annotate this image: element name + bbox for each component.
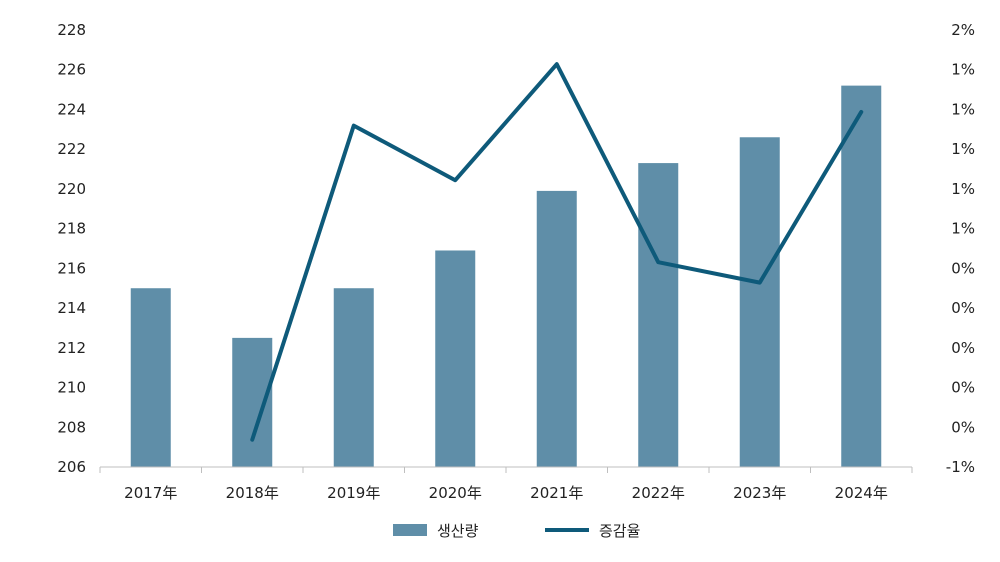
x-axis-tick-label: 2022年 [632, 484, 685, 502]
left-axis-tick-label: 206 [57, 458, 86, 476]
legend-label-bar: 생산량 [437, 522, 479, 540]
right-axis-tick-label: 1% [951, 220, 975, 238]
left-axis-tick-label: 224 [57, 100, 86, 118]
bar [536, 190, 577, 468]
left-axis-tick-label: 210 [57, 379, 86, 397]
left-axis-ticks: 206 208 210 212 214 216 218 220 222 224 226 228 [57, 21, 86, 476]
left-axis-tick-label: 218 [57, 220, 86, 238]
right-axis-tick-label: 0% [951, 259, 975, 277]
bar [739, 137, 780, 467]
left-axis-tick-label: 226 [57, 61, 86, 79]
right-axis-tick-label: 2% [951, 21, 975, 39]
x-axis-tick-label: 2021年 [530, 484, 583, 502]
right-axis-tick-label: 0% [951, 299, 975, 317]
right-axis-tick-label: 0% [951, 339, 975, 357]
left-axis-tick-label: 212 [57, 339, 86, 357]
bar [638, 163, 679, 467]
left-axis-tick-label: 228 [57, 21, 86, 39]
left-axis-tick-label: 208 [57, 418, 86, 436]
legend: 생산량 증감율 [393, 522, 640, 540]
right-axis-tick-label: 0% [951, 418, 975, 436]
growth-rate-line [250, 62, 864, 442]
legend-label-line: 증감율 [599, 522, 640, 540]
right-axis-tick-label: 1% [951, 61, 975, 79]
bar [333, 288, 374, 467]
right-axis-tick-label: 0% [951, 379, 975, 397]
left-axis-tick-label: 222 [57, 140, 86, 158]
bar [130, 288, 171, 467]
x-axis-tick-label: 2024年 [835, 484, 888, 502]
right-axis-ticks: -1% 0% 0% 0% 0% 0% 1% 1% 1% 1% 1% 2% [946, 21, 975, 476]
bar [841, 85, 882, 468]
bar [435, 250, 476, 467]
left-axis-tick-label: 214 [57, 299, 86, 317]
x-axis-tick-label: 2019年 [327, 484, 380, 502]
right-axis-tick-label: 1% [951, 140, 975, 158]
bar-series [130, 85, 882, 468]
line-series [250, 62, 864, 442]
left-axis-tick-label: 220 [57, 180, 86, 198]
right-axis-tick-label: 1% [951, 180, 975, 198]
right-axis-tick-label: 1% [951, 100, 975, 118]
x-axis-tick-label: 2020年 [429, 484, 482, 502]
x-axis-tick-label: 2017年 [124, 484, 177, 502]
x-axis-tick-label: 2018年 [226, 484, 279, 502]
x-axis-tick-label: 2023年 [733, 484, 786, 502]
legend-swatch-bar [393, 524, 427, 536]
left-axis-tick-label: 216 [57, 259, 86, 277]
x-axis-ticks: 2017年 2018年 2019年 2020年 2021年 2022年 2023年 2024年 [99, 467, 913, 502]
right-axis-tick-label: -1% [946, 458, 975, 476]
